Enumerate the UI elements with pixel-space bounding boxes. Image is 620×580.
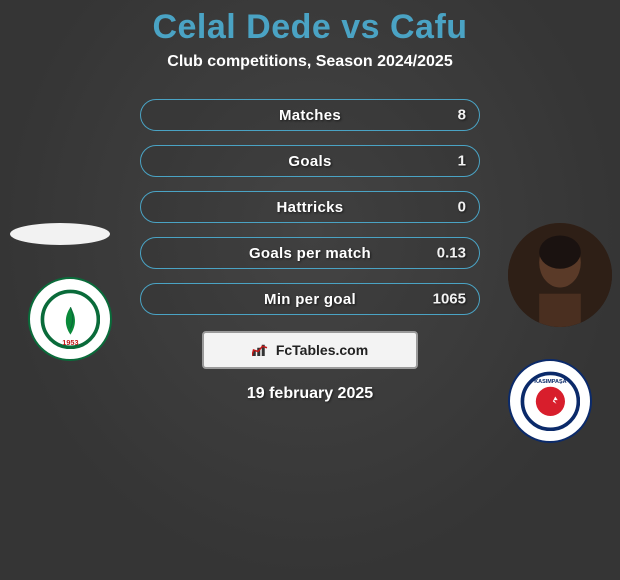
stat-pill: Goals per match [140,237,480,269]
stat-row: 0Hattricks [140,191,480,223]
stat-label: Goals per match [249,245,371,262]
page-title: Celal Dede vs Cafu [0,8,620,47]
stat-pill: Goals [140,145,480,177]
stat-pill: Matches [140,99,480,131]
stat-pill: Min per goal [140,283,480,315]
player-left-avatar [10,223,110,245]
crest-year: 1953 [62,338,78,347]
stats-area: 1953 KASIMPAŞA 8Matches1Goals0Hattricks0… [0,99,620,315]
bar-chart-icon [252,343,270,357]
avatar-silhouette-icon [508,223,612,327]
stat-label: Matches [279,107,341,124]
stat-label: Goals [288,153,331,170]
player-right-avatar [508,223,612,327]
subtitle: Club competitions, Season 2024/2025 [0,53,620,71]
stat-pill: Hattricks [140,191,480,223]
stat-row: 1Goals [140,145,480,177]
kasimpasa-crest-icon: KASIMPAŞA [520,371,581,432]
stat-label: Min per goal [264,291,356,308]
rizespor-crest-icon: 1953 [40,289,101,350]
crest-top-text: KASIMPAŞA [534,379,566,385]
brand-label: FcTables.com [276,342,368,358]
stat-row: 8Matches [140,99,480,131]
stat-row: 1065Min per goal [140,283,480,315]
stat-row: 0.13Goals per match [140,237,480,269]
club-crest-right: KASIMPAŞA [508,359,592,443]
stat-label: Hattricks [277,199,344,216]
club-crest-left: 1953 [28,277,112,361]
fctables-brand-box: FcTables.com [202,331,418,369]
